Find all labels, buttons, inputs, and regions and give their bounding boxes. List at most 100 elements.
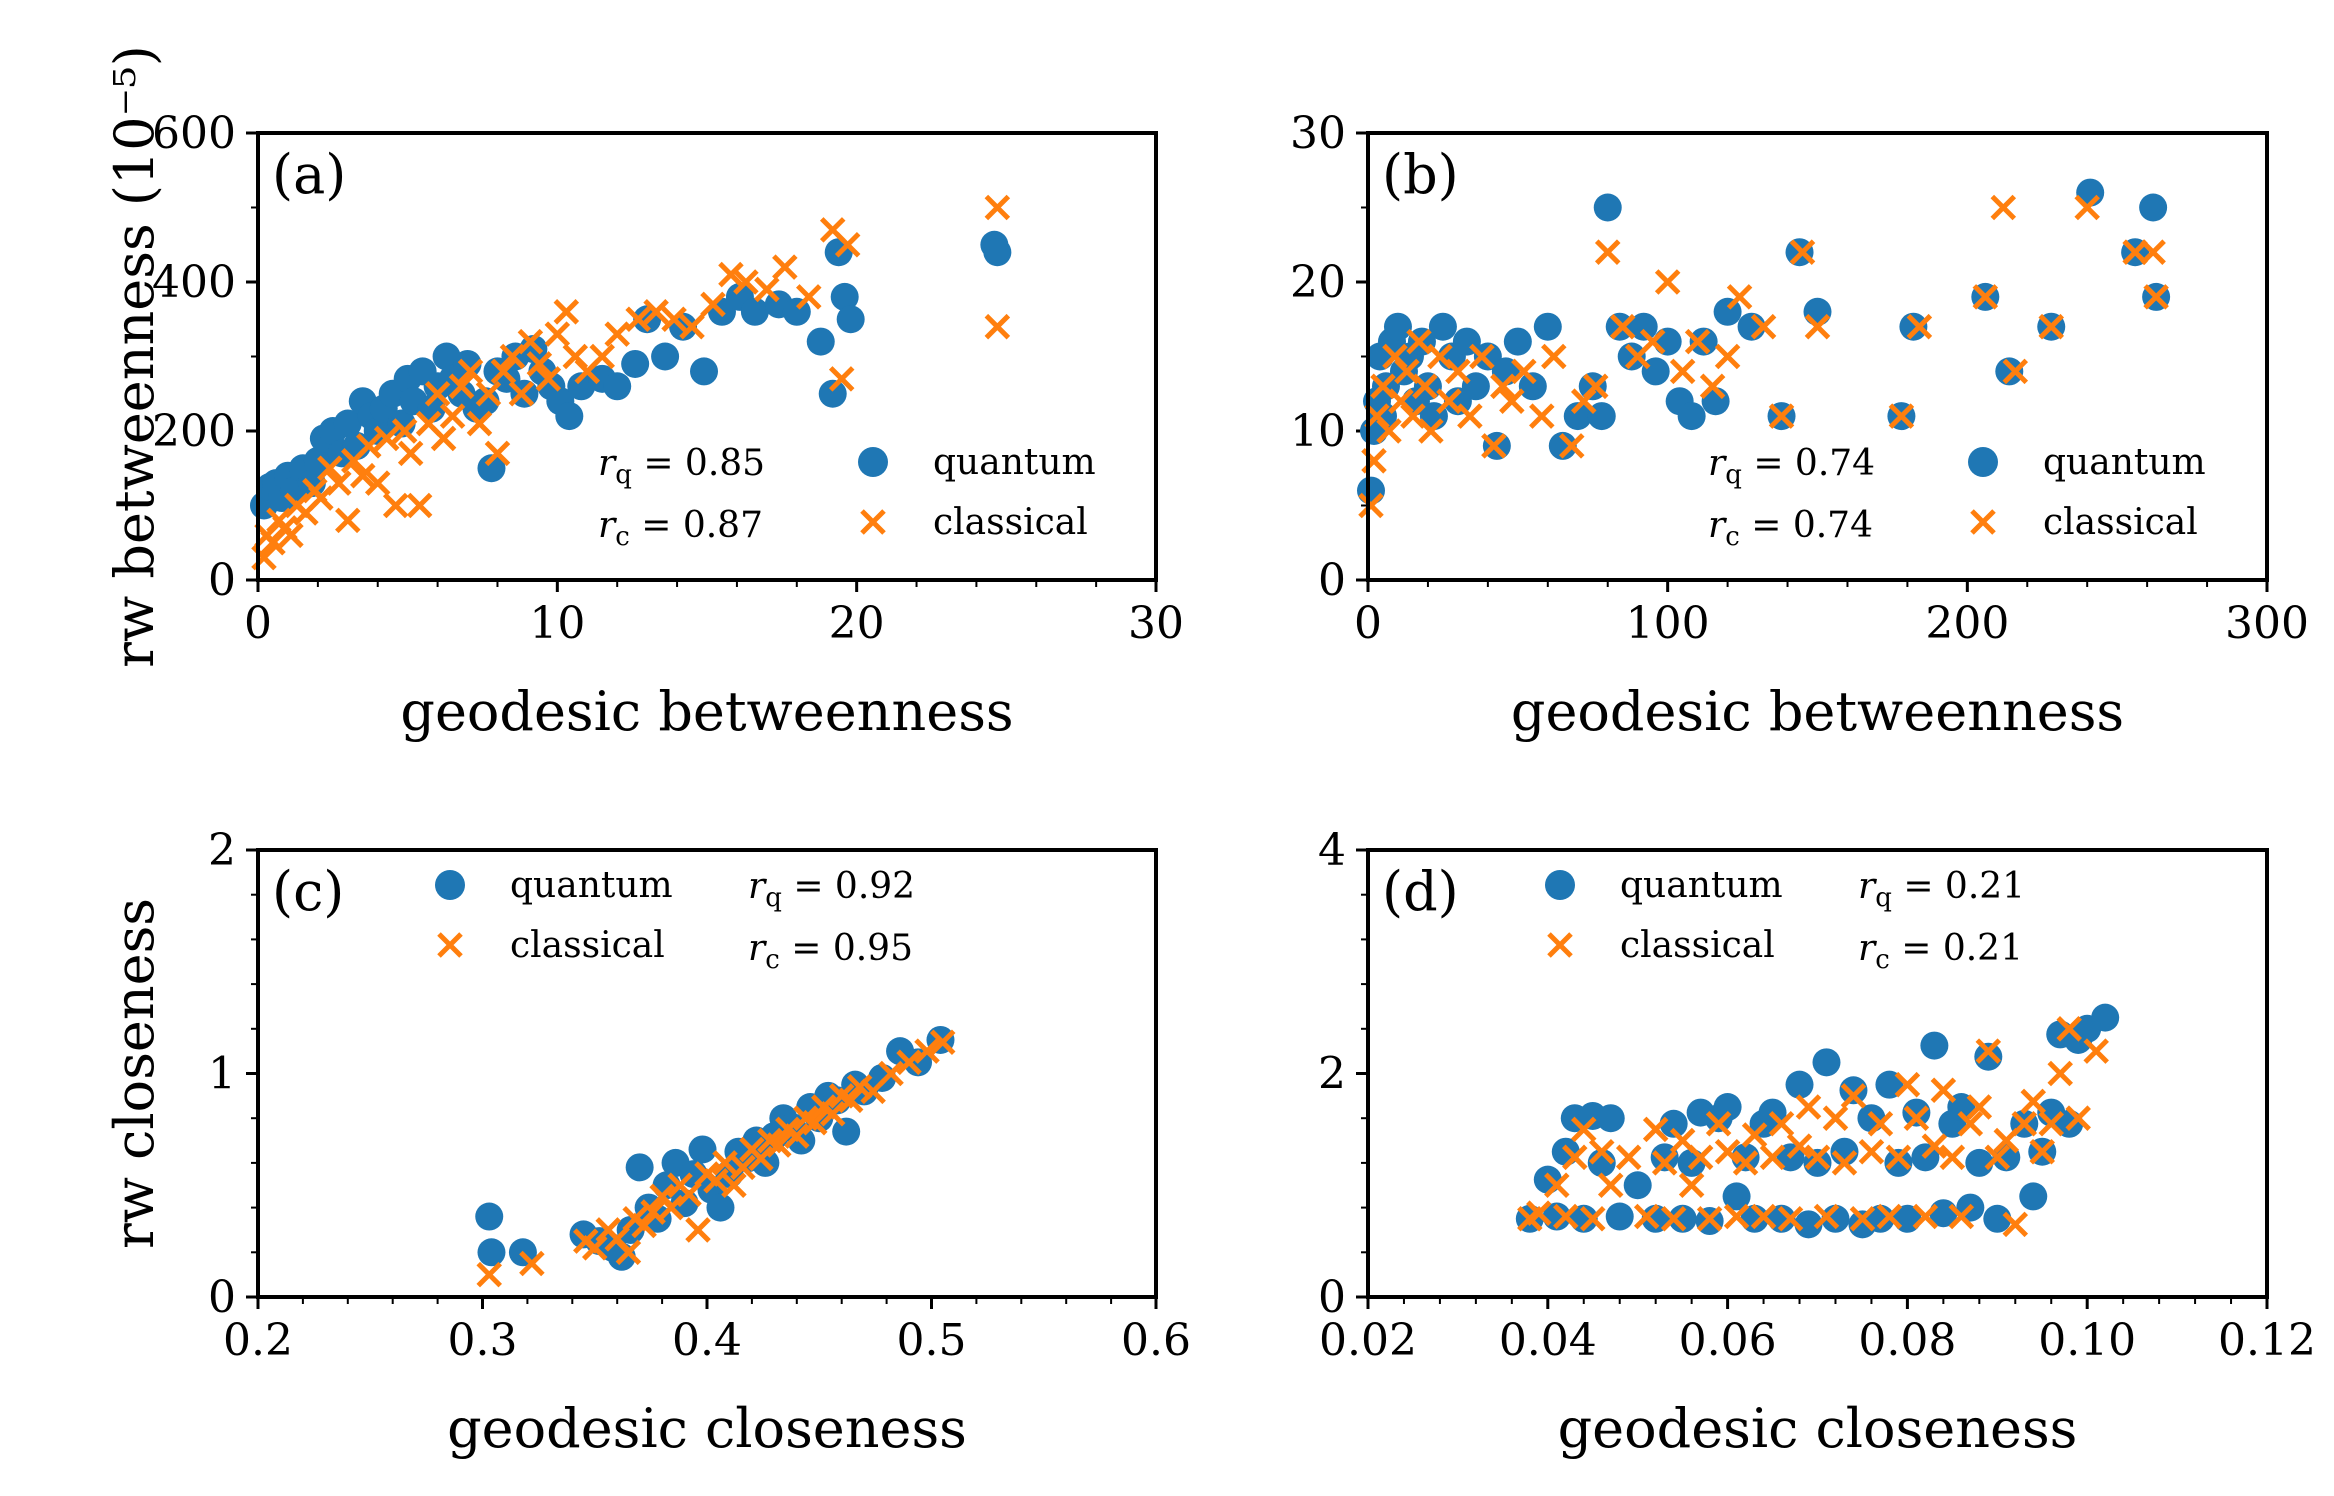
panel-a-classical-point <box>796 284 822 310</box>
panel-d-classical-point <box>1930 1077 1957 1104</box>
panel-b-classical-point <box>2038 313 2065 340</box>
panel-c-classical-point <box>640 1199 666 1225</box>
panel-b-quantum-point <box>1995 357 2024 386</box>
panel-c-classical-point <box>819 1100 846 1127</box>
panel-b-frame <box>1366 131 2269 582</box>
panel-b-xlabel: geodesic betweenness <box>1511 680 2124 743</box>
panel-c-classical-point <box>676 1181 702 1207</box>
panel-d-classical-point <box>2038 1111 2065 1137</box>
panel-c-classical-point <box>712 1150 738 1176</box>
panel-b-ytick-label: 30 <box>1290 108 1346 159</box>
panel-d-quantum-point <box>1596 1104 1625 1133</box>
panel-b-classical-point <box>1358 492 1384 519</box>
panel-b-classical-point <box>1804 313 1831 340</box>
panel-a-classical-point <box>326 470 352 496</box>
panel-b-classical-point <box>1906 313 1933 340</box>
panel-d-legend-classical-marker <box>1547 932 1573 958</box>
panel-b-classical-point <box>1684 328 1711 355</box>
panel-a-legend-classical: classical <box>933 502 1088 543</box>
panel-d-quantum-point <box>1713 1093 1742 1122</box>
panel-b-quantum-point <box>1899 312 1928 341</box>
panel-d-classical-point <box>1759 1144 1786 1171</box>
panel-a-classical-point <box>475 380 502 407</box>
panel-d-xlabel: geodesic closeness <box>1558 1397 2078 1460</box>
panel-a-classical-point <box>439 403 466 429</box>
panel-d-classical-point <box>1633 1203 1660 1230</box>
panel-c-classical-point <box>766 1132 792 1158</box>
panel-d-classical-point <box>1526 1200 1552 1226</box>
panel-d-quantum-point <box>1902 1098 1931 1127</box>
panel-c-classical-point <box>748 1145 774 1172</box>
panel-a-classical-point <box>430 425 457 452</box>
panel-c-xtick-label: 0.6 <box>1121 1315 1191 1366</box>
panel-d-classical-point <box>1795 1094 1822 1120</box>
panel-d-classical-point <box>1867 1111 1894 1137</box>
panel-d-xtick-label: 0.10 <box>2038 1315 2136 1366</box>
panel-d-quantum-point <box>1812 1048 1841 1077</box>
panel-a-classical-point <box>484 440 511 467</box>
panel-a-classical-point <box>424 380 451 407</box>
panel-b-quantum-point <box>1356 476 1385 505</box>
panel-d-classical-point <box>1651 1150 1678 1176</box>
panel-a-quantum-point <box>690 357 719 386</box>
panel-b-ytick-label: 20 <box>1290 257 1346 308</box>
panel-c-legend-quantum-marker <box>435 870 465 900</box>
panel-c-quantum-point <box>477 1238 506 1267</box>
panel-d-quantum-point <box>1875 1070 1904 1099</box>
panel-a-frame <box>256 131 1158 582</box>
panel-b-quantum-point <box>1803 297 1832 326</box>
panel-c-ytick-label: 2 <box>208 825 236 876</box>
panel-b-classical-point <box>1888 403 1915 429</box>
panel-d-classical-point <box>1939 1144 1966 1171</box>
panel-d-classical-point <box>2065 1105 2091 1131</box>
panel-b-classical-point <box>2140 239 2166 265</box>
panel-b-classical-point <box>1406 328 1432 355</box>
panel-d-quantum-point <box>1785 1070 1814 1099</box>
panel-a-classical-point <box>754 276 780 303</box>
panel-d-classical-point <box>1687 1144 1714 1171</box>
panel-d-classical-point <box>1858 1138 1885 1165</box>
panel-b-classical-point <box>1990 194 2017 221</box>
panel-d-classical-point <box>1840 1083 1867 1109</box>
panel-d-classical-point <box>1696 1206 1723 1232</box>
panel-a-classical-point <box>625 306 651 333</box>
panel-c-classical-point <box>784 1123 810 1149</box>
panel-a-xlabel: geodesic betweenness <box>400 680 1013 743</box>
panel-a-xtick-label: 0 <box>244 598 272 649</box>
panel-c-classical-point <box>721 1172 747 1199</box>
panel-b-ytick-label: 0 <box>1318 555 1346 606</box>
panel-d-classical-point <box>1562 1144 1588 1171</box>
panel-b-classical-point <box>1511 358 1537 385</box>
panel-b-xtick-label: 100 <box>1626 598 1710 649</box>
panel-a-xtick-label: 10 <box>529 598 585 649</box>
panel-c-quantum-point <box>832 1117 861 1146</box>
panel-d-rq: rq = 0.21 <box>1858 866 2025 913</box>
panel-d-classical-point <box>2020 1088 2047 1115</box>
panel-a-classical-point <box>457 358 484 385</box>
panel-b-quantum-point <box>1689 327 1718 356</box>
panel-d-classical-point <box>1903 1105 1930 1131</box>
panel-d-classical-point <box>1975 1038 2002 1064</box>
panel-d-classical-point <box>2083 1038 2109 1064</box>
panel-c-rq: rq = 0.92 <box>748 866 915 913</box>
panel-b-xtick-label: 200 <box>1925 598 2009 649</box>
panel-b-quantum-point <box>2139 193 2168 222</box>
panel-d-xtick-label: 0.06 <box>1679 1315 1777 1366</box>
panel-a-legend-quantum: quantum <box>933 442 1096 483</box>
panel-c-classical-point <box>476 1261 503 1288</box>
panel-d-classical-point <box>1714 1138 1741 1165</box>
panel-b-classical-point <box>1481 433 1507 459</box>
panel-c-classical-point <box>914 1038 940 1064</box>
panel-d-quantum-point <box>2019 1182 2048 1211</box>
panel-a-classical-point <box>490 358 517 385</box>
panel-d-classical-point <box>1813 1203 1840 1230</box>
panel-a-classical-point <box>526 351 553 377</box>
panel-a-classical-point <box>317 455 343 482</box>
panel-a-quantum-point <box>818 379 847 408</box>
panel-c-ylabel: rw closeness <box>103 898 166 1249</box>
panel-c-xlabel: geodesic closeness <box>447 1397 967 1460</box>
panel-b-classical-point <box>1559 433 1585 459</box>
panel-a-classical-point <box>335 507 361 534</box>
panel-d-classical-point <box>1642 1116 1669 1143</box>
